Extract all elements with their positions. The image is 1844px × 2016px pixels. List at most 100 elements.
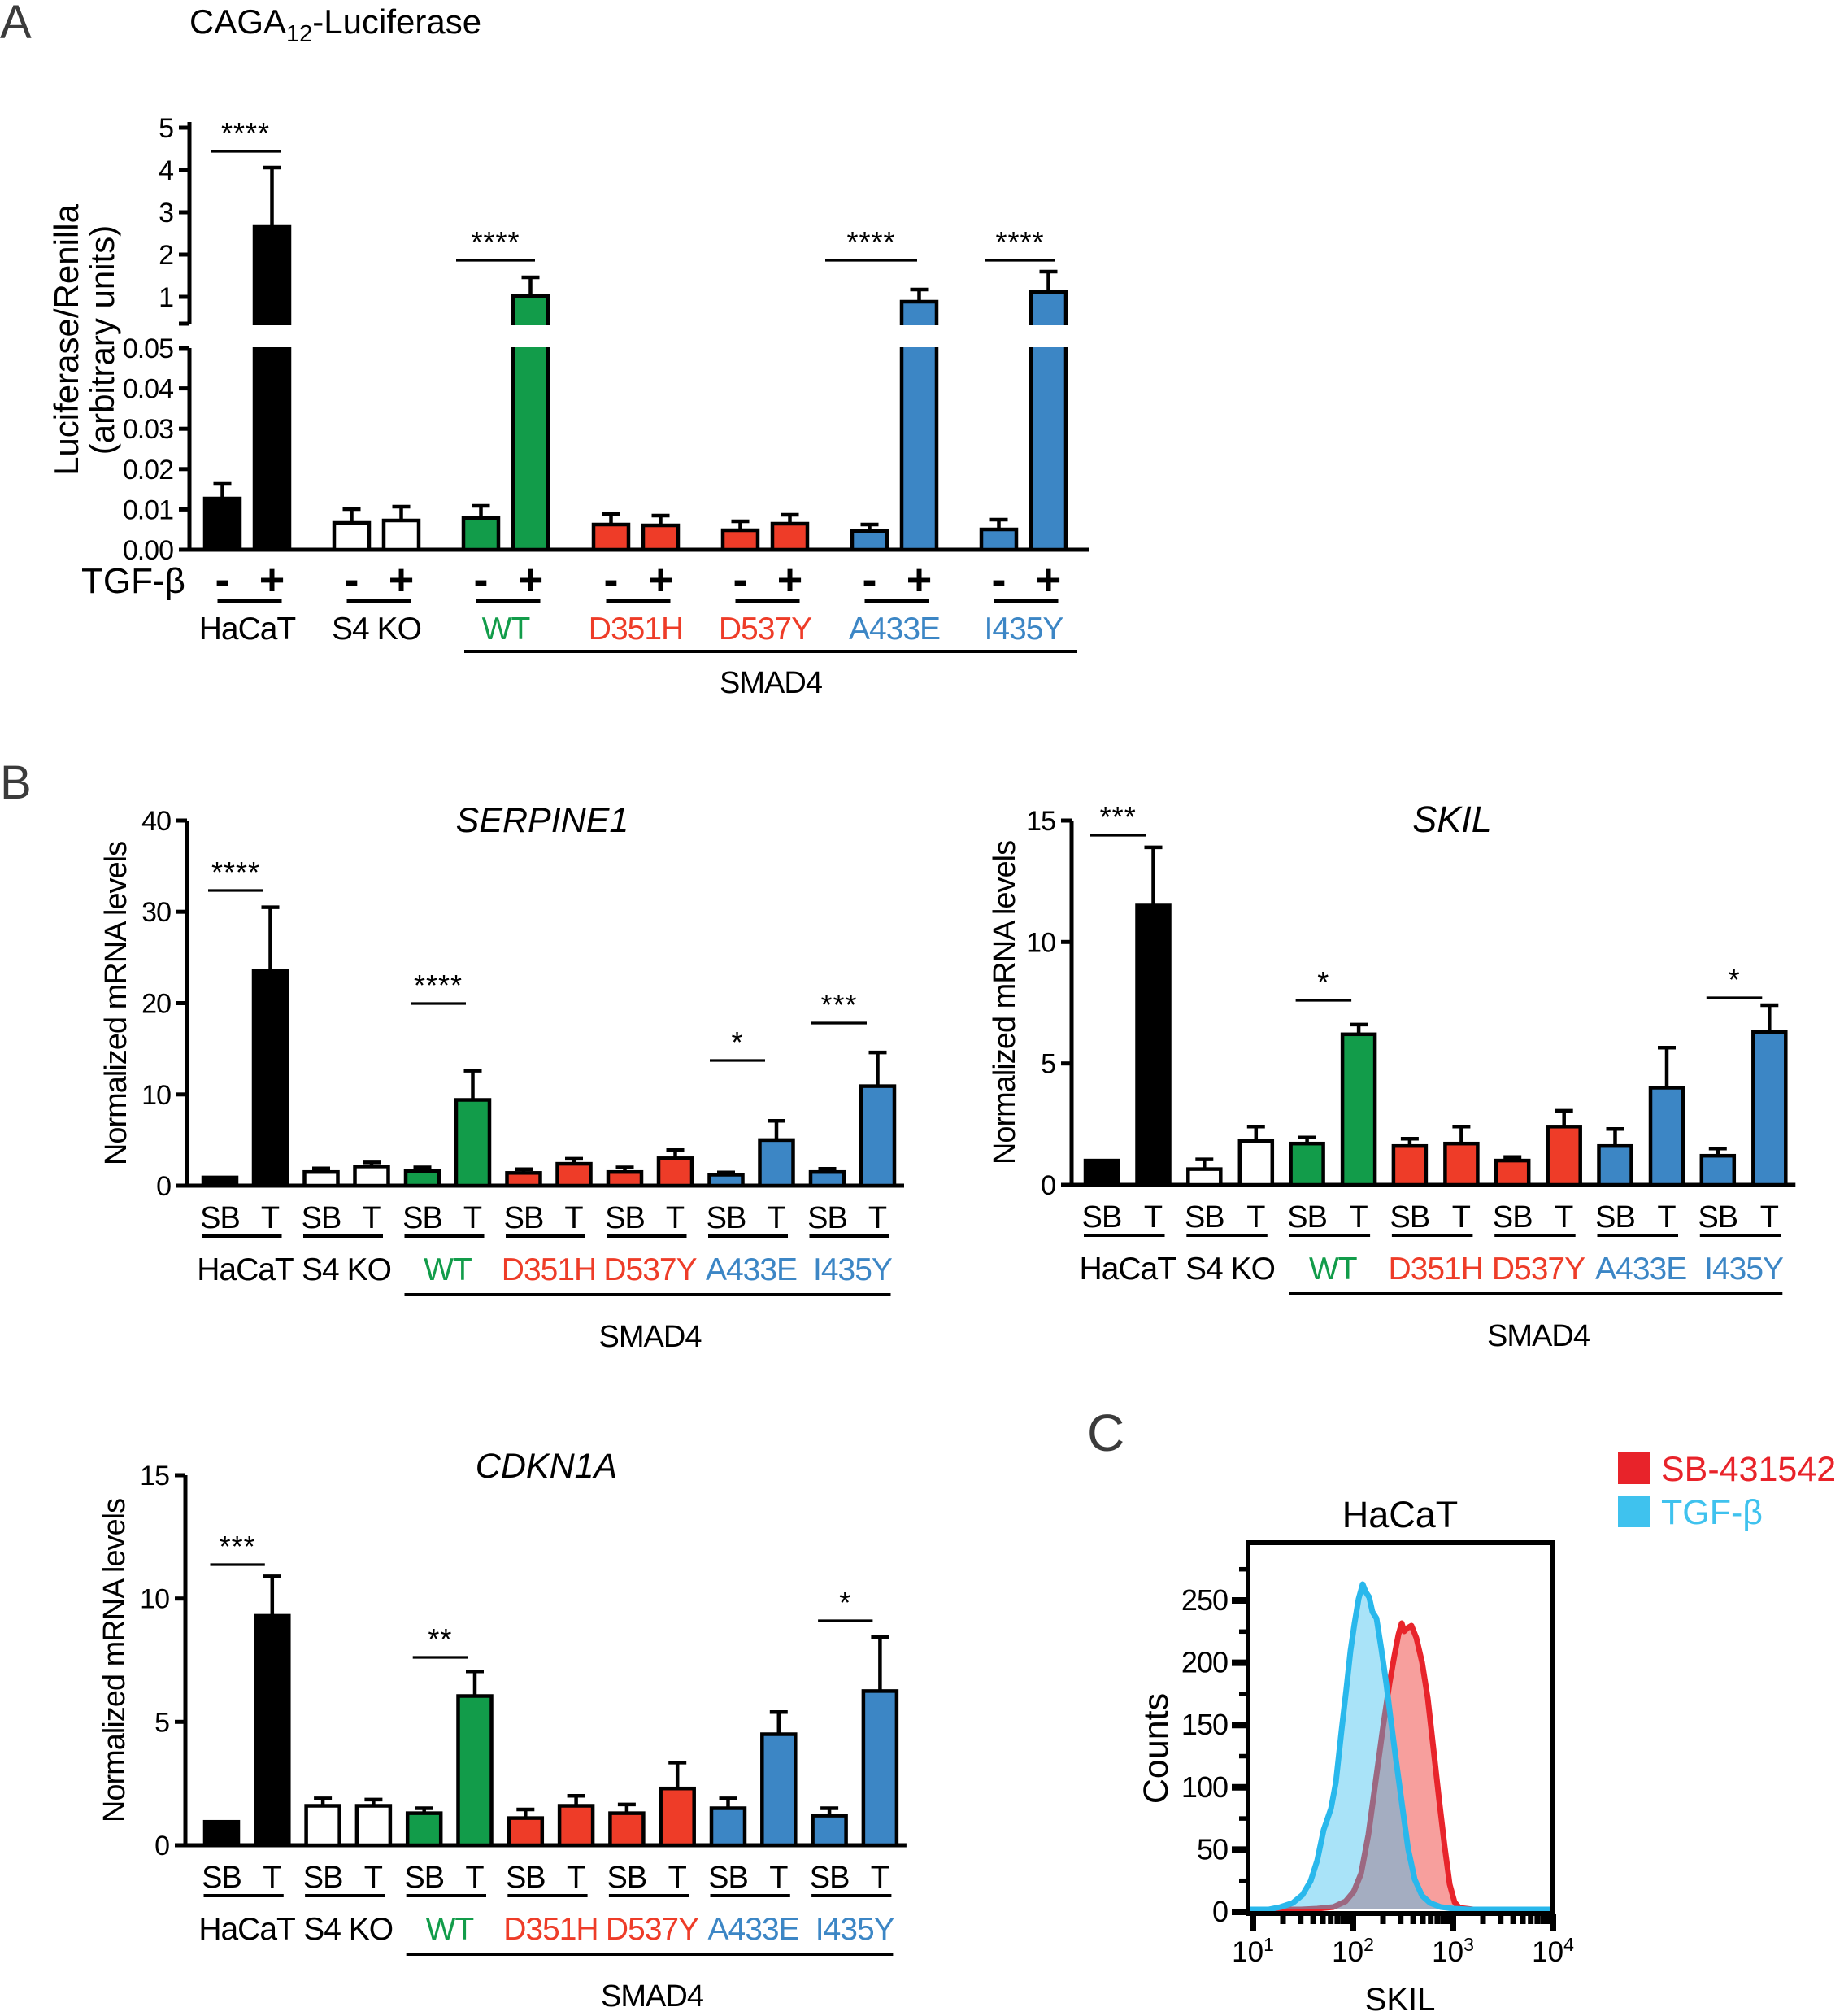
svg-text:****: ****: [471, 225, 520, 259]
svg-text:5: 5: [159, 113, 173, 144]
svg-text:T: T: [261, 1201, 280, 1235]
svg-text:A433E: A433E: [708, 1912, 799, 1947]
svg-text:T: T: [564, 1201, 583, 1235]
svg-text:T: T: [1144, 1200, 1163, 1234]
svg-text:103: 103: [1432, 1934, 1474, 1968]
svg-text:T: T: [567, 1861, 585, 1895]
svg-text:D537Y: D537Y: [719, 612, 812, 647]
svg-text:T: T: [769, 1861, 788, 1895]
svg-text:+: +: [907, 555, 933, 604]
svg-text:T: T: [1246, 1200, 1265, 1234]
svg-text:***: ***: [820, 988, 857, 1021]
svg-text:D537Y: D537Y: [603, 1252, 697, 1287]
svg-text:*: *: [1317, 965, 1329, 999]
svg-text:15: 15: [140, 1461, 169, 1491]
svg-text:T: T: [1452, 1200, 1471, 1234]
svg-text:SB: SB: [200, 1201, 240, 1235]
svg-text:A: A: [0, 0, 32, 49]
svg-text:D351H: D351H: [502, 1252, 596, 1287]
svg-text:0.01: 0.01: [123, 494, 173, 525]
svg-text:D351H: D351H: [589, 612, 683, 647]
svg-text:WT: WT: [482, 612, 530, 647]
svg-text:SMAD4: SMAD4: [1487, 1319, 1590, 1353]
svg-text:SKIL: SKIL: [1365, 1982, 1436, 2016]
svg-text:T: T: [1760, 1200, 1779, 1234]
svg-text:0.05: 0.05: [123, 333, 173, 364]
svg-text:SB: SB: [1287, 1200, 1327, 1234]
svg-text:+: +: [777, 555, 803, 604]
svg-text:SB: SB: [807, 1201, 847, 1235]
svg-text:Counts: Counts: [1137, 1693, 1176, 1804]
svg-text:SB: SB: [404, 1861, 444, 1895]
svg-text:104: 104: [1532, 1934, 1574, 1968]
svg-text:WT: WT: [1309, 1252, 1357, 1287]
svg-text:SB: SB: [1082, 1200, 1122, 1234]
svg-text:TGF-β: TGF-β: [1661, 1493, 1763, 1532]
svg-text:2: 2: [159, 240, 173, 271]
svg-text:-: -: [474, 555, 489, 604]
svg-text:T: T: [868, 1201, 887, 1235]
svg-text:-: -: [733, 555, 748, 604]
svg-text:SB: SB: [605, 1201, 645, 1235]
svg-text:S4 KO: S4 KO: [1185, 1252, 1275, 1287]
svg-text:CDKN1A: CDKN1A: [476, 1447, 617, 1486]
svg-text:****: ****: [414, 969, 463, 1002]
svg-text:100: 100: [1181, 1770, 1228, 1804]
svg-text:10: 10: [141, 1080, 171, 1111]
svg-text:T: T: [463, 1201, 482, 1235]
svg-text:B: B: [0, 756, 32, 809]
svg-text:+: +: [648, 555, 674, 604]
svg-text:****: ****: [211, 856, 260, 889]
svg-text:150: 150: [1181, 1708, 1228, 1741]
svg-text:HaCaT: HaCaT: [1080, 1252, 1176, 1287]
svg-text:SMAD4: SMAD4: [720, 666, 823, 700]
svg-text:C: C: [1087, 1404, 1124, 1462]
svg-text:SB: SB: [1493, 1200, 1533, 1234]
svg-text:0: 0: [1212, 1895, 1228, 1928]
svg-text:***: ***: [1100, 800, 1137, 834]
svg-text:-: -: [992, 555, 1007, 604]
svg-text:SB: SB: [1595, 1200, 1635, 1234]
svg-text:Luciferase/Renilla: Luciferase/Renilla: [47, 203, 85, 475]
svg-text:WT: WT: [426, 1912, 474, 1947]
svg-text:SMAD4: SMAD4: [599, 1320, 702, 1354]
svg-text:SB-431542: SB-431542: [1661, 1450, 1836, 1489]
svg-text:*: *: [731, 1025, 743, 1059]
svg-text:40: 40: [141, 806, 171, 837]
svg-text:Normalized mRNA levels: Normalized mRNA levels: [99, 842, 133, 1165]
svg-text:Normalized mRNA levels: Normalized mRNA levels: [98, 1499, 132, 1822]
svg-text:SKIL: SKIL: [1412, 799, 1492, 840]
svg-text:HaCaT: HaCaT: [197, 1252, 294, 1287]
svg-text:+: +: [259, 555, 285, 604]
svg-text:SMAD4: SMAD4: [601, 1979, 704, 2014]
svg-text:****: ****: [846, 225, 895, 259]
svg-text:3: 3: [159, 198, 173, 229]
svg-text:****: ****: [995, 225, 1044, 259]
svg-text:*: *: [839, 1586, 851, 1619]
svg-text:I435Y: I435Y: [813, 1252, 893, 1287]
svg-text:T: T: [871, 1861, 889, 1895]
svg-text:4: 4: [159, 155, 173, 186]
svg-text:200: 200: [1181, 1646, 1228, 1679]
svg-text:WT: WT: [424, 1252, 472, 1287]
svg-text:+: +: [389, 555, 415, 604]
svg-text:-: -: [215, 555, 230, 604]
svg-text:SB: SB: [810, 1861, 850, 1895]
svg-text:T: T: [364, 1861, 383, 1895]
svg-text:SB: SB: [504, 1201, 544, 1235]
svg-text:****: ****: [221, 116, 270, 150]
svg-text:SB: SB: [1698, 1200, 1737, 1234]
svg-text:D351H: D351H: [503, 1912, 598, 1947]
svg-text:5: 5: [1041, 1049, 1055, 1080]
svg-text:0: 0: [154, 1831, 169, 1861]
svg-text:250: 250: [1181, 1583, 1228, 1617]
svg-text:SB: SB: [1185, 1200, 1224, 1234]
svg-text:T: T: [668, 1861, 687, 1895]
svg-text:30: 30: [141, 897, 171, 928]
svg-text:T: T: [666, 1201, 685, 1235]
svg-text:0.02: 0.02: [123, 455, 173, 485]
svg-text:D537Y: D537Y: [606, 1912, 699, 1947]
svg-text:SB: SB: [708, 1861, 748, 1895]
svg-text:CAGA12-Luciferase: CAGA12-Luciferase: [189, 2, 481, 47]
svg-text:D537Y: D537Y: [1492, 1252, 1585, 1287]
